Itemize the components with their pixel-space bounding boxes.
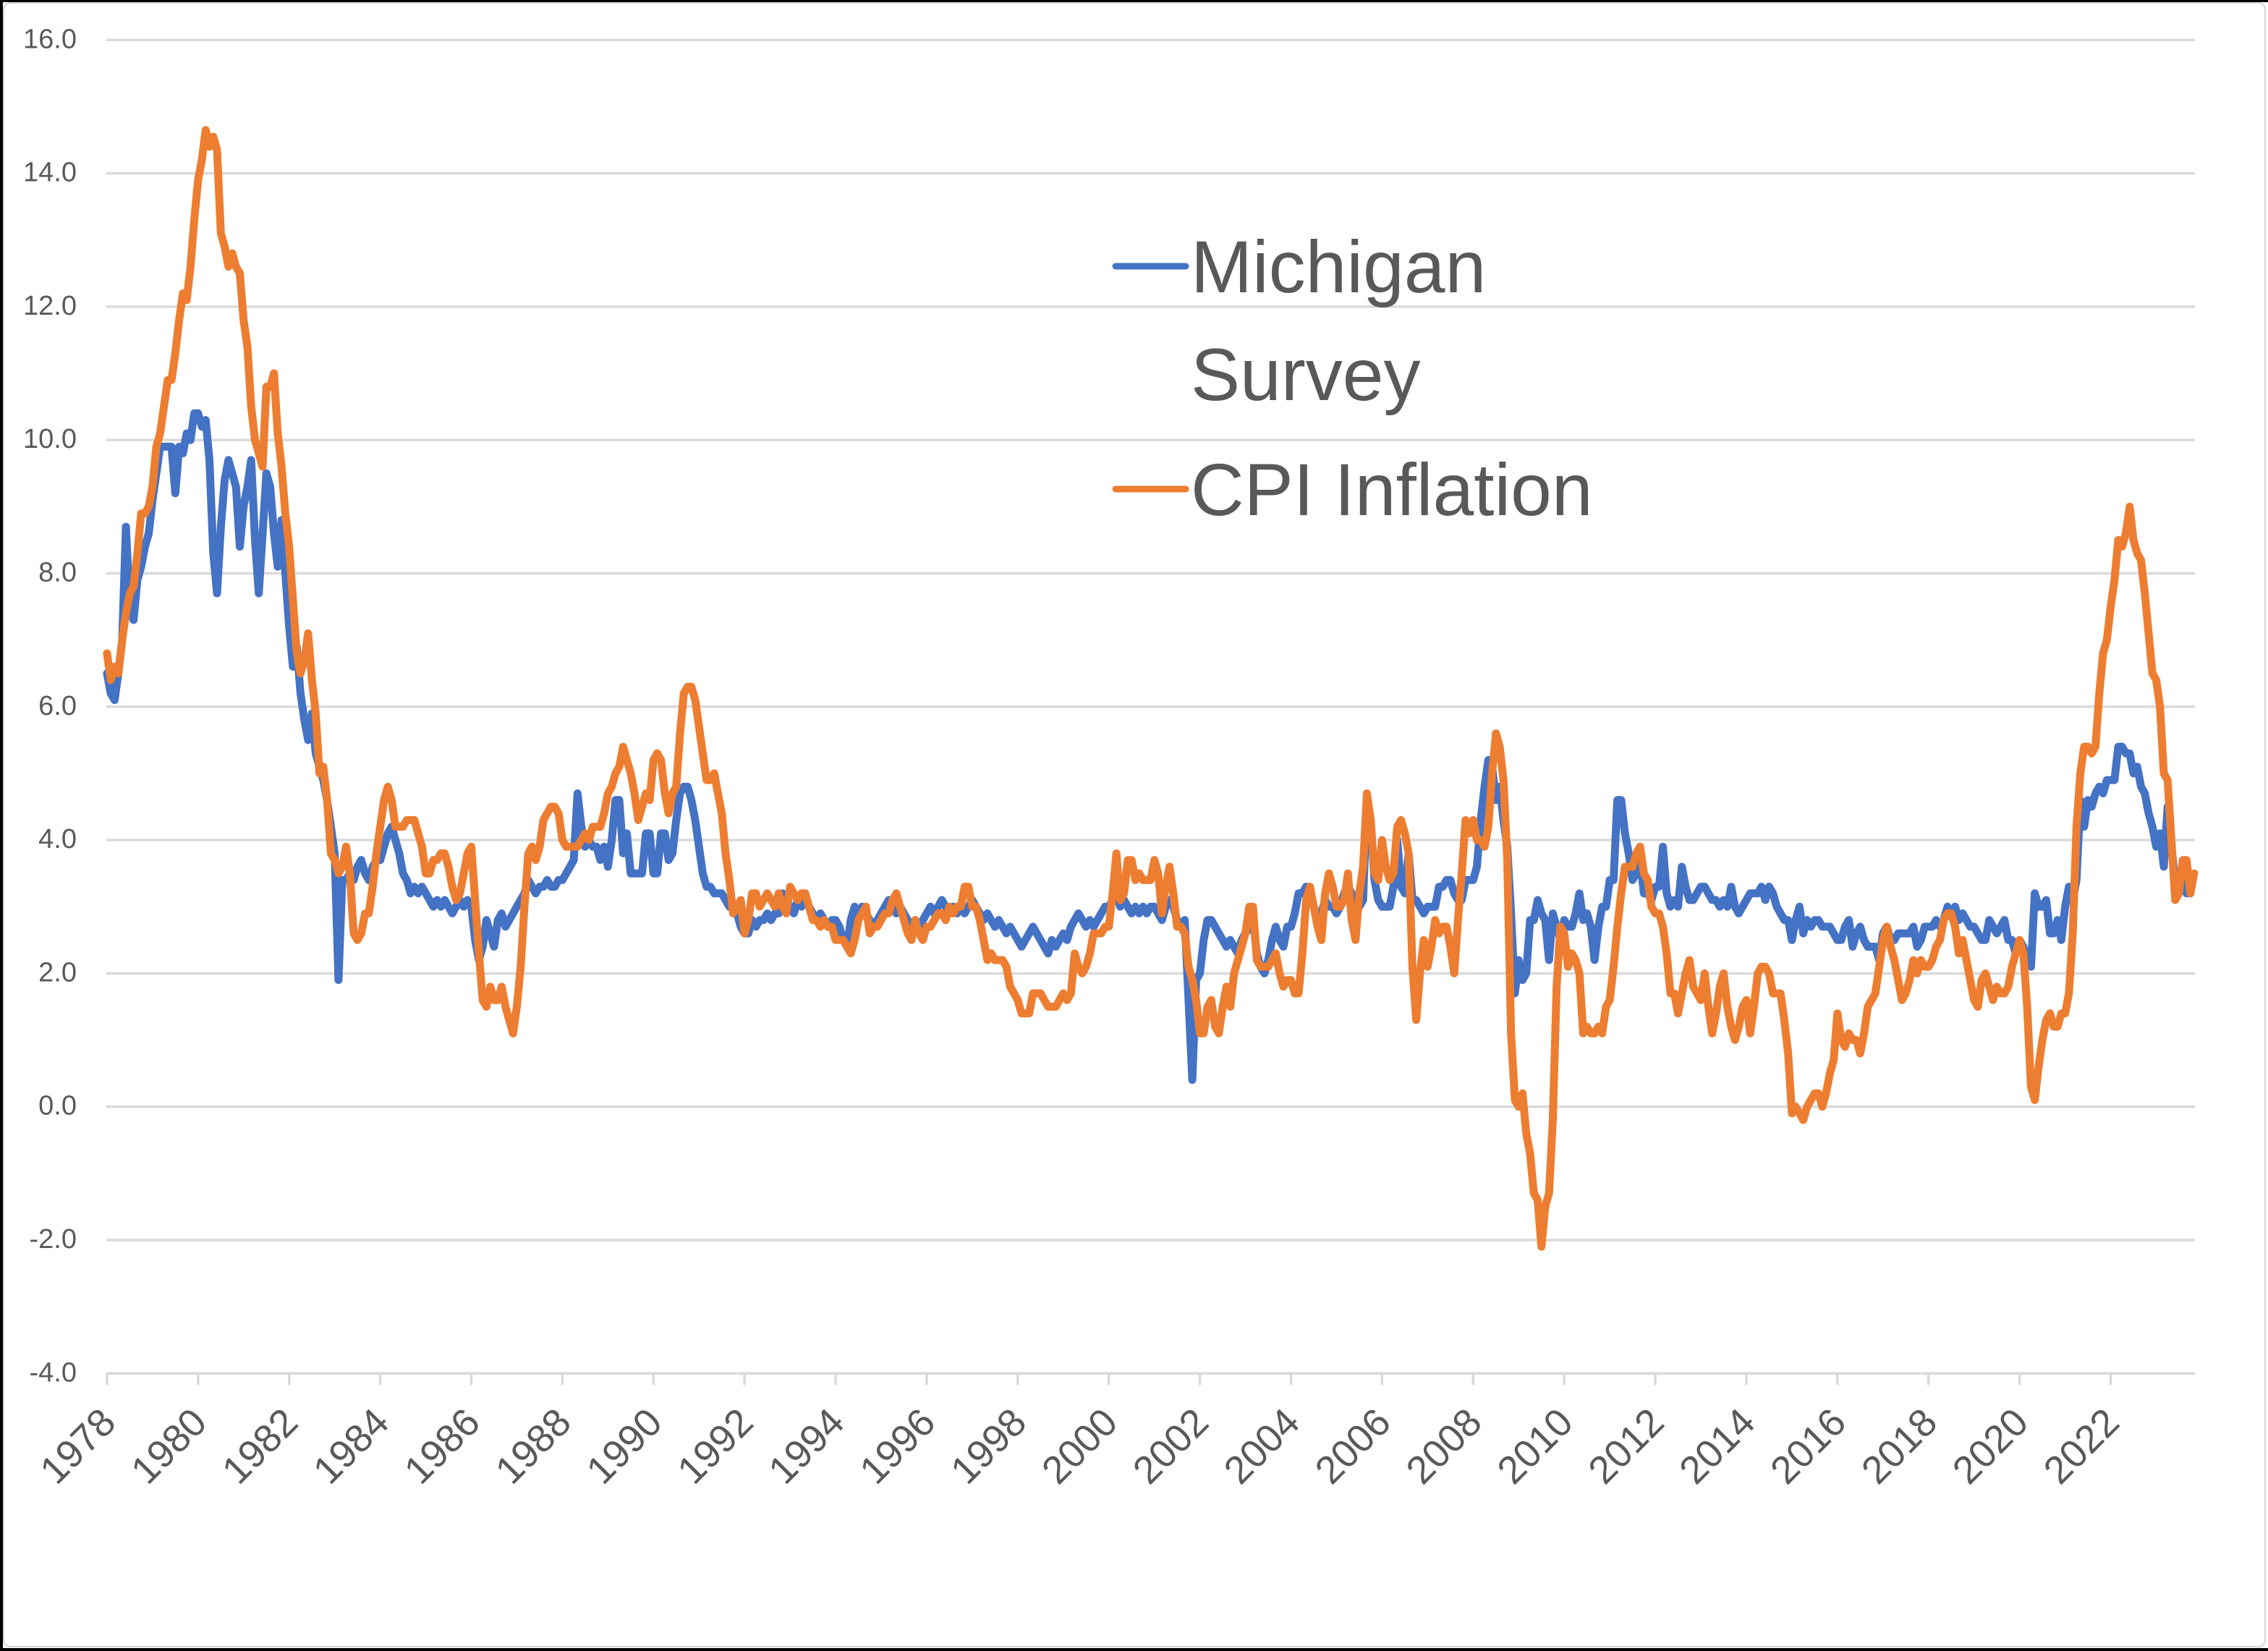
svg-text:2.0: 2.0	[38, 957, 77, 988]
svg-text:1990: 1990	[578, 1400, 670, 1492]
svg-text:2006: 2006	[1307, 1400, 1399, 1492]
svg-text:2016: 2016	[1762, 1400, 1854, 1492]
svg-text:0.0: 0.0	[38, 1091, 77, 1121]
svg-text:-4.0: -4.0	[30, 1357, 77, 1388]
svg-text:1988: 1988	[488, 1400, 579, 1492]
svg-text:16.0: 16.0	[23, 24, 77, 54]
svg-text:1994: 1994	[760, 1400, 852, 1492]
svg-text:6.0: 6.0	[38, 691, 77, 721]
svg-text:2000: 2000	[1034, 1400, 1126, 1492]
svg-text:14.0: 14.0	[23, 158, 77, 188]
svg-text:1996: 1996	[851, 1400, 943, 1492]
svg-text:1984: 1984	[305, 1400, 397, 1492]
svg-text:1986: 1986	[396, 1400, 488, 1492]
svg-text:Survey: Survey	[1191, 334, 1420, 416]
svg-text:1982: 1982	[214, 1400, 306, 1492]
svg-text:2014: 2014	[1671, 1400, 1763, 1492]
svg-text:2020: 2020	[1945, 1400, 2036, 1492]
svg-text:1992: 1992	[669, 1400, 761, 1492]
svg-text:-2.0: -2.0	[30, 1224, 77, 1255]
svg-text:2004: 2004	[1216, 1400, 1308, 1492]
svg-text:12.0: 12.0	[23, 291, 77, 321]
svg-text:2018: 2018	[1853, 1400, 1945, 1492]
svg-text:2008: 2008	[1398, 1400, 1490, 1492]
svg-text:2022: 2022	[2036, 1400, 2128, 1492]
svg-text:1998: 1998	[943, 1400, 1035, 1492]
svg-text:CPI Inflation: CPI Inflation	[1191, 449, 1593, 531]
svg-text:Michigan: Michigan	[1191, 226, 1486, 308]
svg-text:2012: 2012	[1580, 1400, 1672, 1492]
svg-text:2010: 2010	[1489, 1400, 1581, 1492]
svg-text:1980: 1980	[123, 1400, 215, 1492]
svg-text:2002: 2002	[1125, 1400, 1217, 1492]
svg-text:8.0: 8.0	[38, 558, 77, 588]
svg-text:10.0: 10.0	[23, 424, 77, 454]
svg-text:4.0: 4.0	[38, 824, 77, 854]
svg-text:1978: 1978	[32, 1400, 124, 1492]
